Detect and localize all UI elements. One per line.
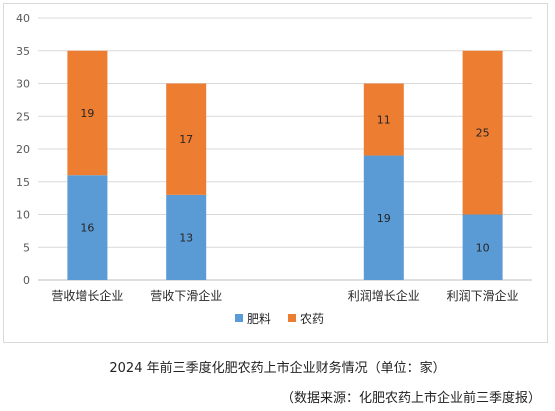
legend-swatch-pesticide: [288, 314, 296, 322]
data-label: 11: [377, 114, 391, 127]
bar-segment-pesticide: [462, 50, 503, 215]
legend-label: 农药: [300, 312, 324, 326]
y-tick-label: 35: [16, 45, 30, 58]
bar-segment-pesticide: [67, 50, 108, 176]
x-tick-label: 利润增长企业: [348, 288, 420, 303]
y-tick-label: 5: [23, 241, 30, 254]
y-tick-label: 0: [23, 274, 30, 287]
chart-caption-title: 2024 年前三季度化肥农药上市企业财务情况（单位：家）: [109, 361, 446, 376]
bar-segment-fertilizer: [462, 214, 503, 280]
x-tick-label: 营收增长企业: [51, 288, 123, 303]
bar-segment-fertilizer: [166, 194, 207, 280]
chart-caption-source: （数据来源：化肥农药上市企业前三季度报）: [280, 391, 541, 406]
data-label: 17: [179, 133, 193, 146]
data-label: 19: [377, 212, 391, 225]
data-label: 19: [80, 107, 94, 120]
bar-segment-fertilizer: [363, 155, 404, 280]
x-tick-label: 营收下滑企业: [150, 288, 222, 303]
y-tick-label: 20: [16, 143, 30, 156]
bar-segment-pesticide: [363, 83, 404, 156]
data-label: 25: [476, 127, 490, 140]
y-tick-label: 15: [16, 176, 30, 189]
y-tick-label: 40: [16, 12, 30, 25]
data-label: 16: [80, 222, 94, 235]
legend-label: 肥料: [247, 312, 271, 326]
data-label: 10: [476, 241, 490, 254]
x-tick-label: 利润下滑企业: [447, 288, 519, 303]
y-tick-label: 30: [16, 78, 30, 91]
bar-segment-pesticide: [166, 83, 207, 195]
y-tick-label: 25: [16, 110, 30, 123]
data-label: 13: [179, 231, 193, 244]
legend-swatch-fertilizer: [235, 314, 243, 322]
bar-segment-fertilizer: [67, 175, 108, 280]
y-tick-label: 10: [16, 209, 30, 222]
stacked-bar-chart: 0 5 10 15 20 25 30 35 40 16 19 营收增长企业 13 17 营收下滑企业 19 11…: [16, 12, 532, 326]
chart-frame: 0 5 10 15 20 25 30 35 40 16 19 营收增长企业 13 17 营收下滑企业 19 11…: [3, 3, 548, 343]
